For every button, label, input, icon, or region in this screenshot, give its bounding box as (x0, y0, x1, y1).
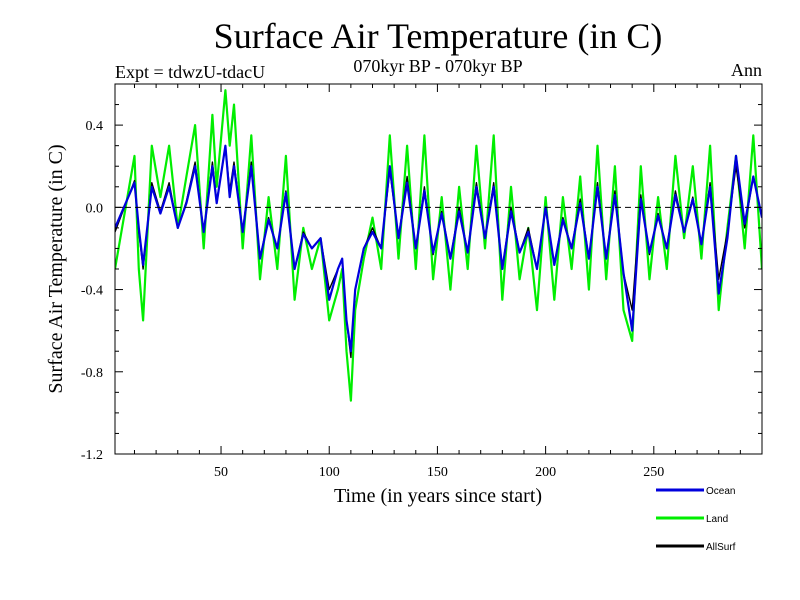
plot-frame (114, 83, 763, 455)
x-tick-label: 150 (427, 465, 448, 480)
y-tick-label: 0.0 (86, 201, 104, 216)
y-tick-label: -0.8 (81, 366, 103, 381)
legend-label-land: Land (706, 514, 728, 525)
legend: Ocean Land AllSurf (656, 486, 736, 553)
x-axis: 50 100 150 200 250 (133, 84, 763, 480)
legend-label-allsurf: AllSurf (706, 542, 736, 553)
x-axis-label: Time (in years since start) (334, 485, 542, 507)
season-label: Ann (731, 60, 762, 80)
legend-label-ocean: Ocean (706, 486, 735, 497)
series-layer (115, 89, 762, 402)
series-line-ocean (115, 144, 762, 353)
x-tick-label: 250 (643, 465, 664, 480)
y-axis: -1.2 -0.8 -0.4 0.0 0.4 (81, 83, 762, 463)
series-line-land (115, 89, 762, 402)
y-tick-label: -0.4 (81, 284, 103, 299)
y-axis-label: Surface Air Temperature (in C) (45, 144, 67, 393)
x-tick-label: 100 (319, 465, 340, 480)
x-tick-label: 50 (214, 465, 228, 480)
y-tick-label: -1.2 (81, 448, 103, 463)
chart-title: Surface Air Temperature (in C) (214, 16, 663, 56)
experiment-label: Expt = tdwzU-tdacU (115, 62, 265, 82)
x-tick-label: 200 (535, 465, 556, 480)
chart-subtitle: 070kyr BP - 070kyr BP (353, 56, 522, 76)
y-tick-label: 0.4 (86, 119, 104, 134)
